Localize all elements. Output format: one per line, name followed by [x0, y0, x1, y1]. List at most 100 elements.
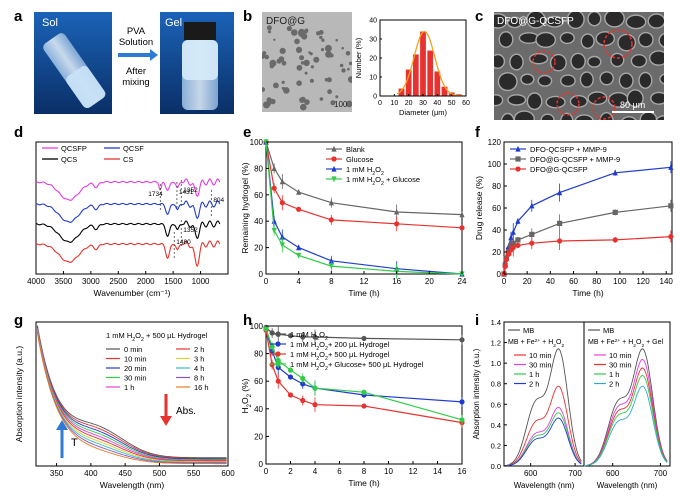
y-tick-label: 1.2 — [491, 339, 501, 348]
data-point — [296, 244, 302, 251]
data-point — [279, 200, 285, 206]
pore — [570, 52, 586, 70]
legend-marker — [331, 165, 337, 172]
t-arrow-head — [56, 420, 68, 430]
data-point — [269, 344, 275, 350]
data-point — [668, 203, 674, 209]
legend-title: MB + Fe2+ + H2O2 + Gel — [588, 338, 664, 349]
x-axis-label: Time (h) — [348, 288, 379, 298]
ftir-frame — [35, 141, 229, 275]
sem-scale-label: 80 μm — [620, 100, 645, 110]
data-point — [515, 242, 521, 248]
data-point — [510, 245, 516, 251]
x-axis-label: Time (h) — [348, 478, 379, 488]
annotation-label: 1352 — [183, 227, 198, 234]
microsphere — [262, 87, 266, 92]
panel-letter-f: f — [475, 124, 480, 141]
data-point — [271, 165, 277, 171]
data-point — [271, 218, 277, 224]
pore — [574, 114, 594, 120]
plot-frame — [35, 321, 229, 467]
y-axis-label: Number (%) — [354, 37, 363, 78]
microsphere — [349, 79, 352, 83]
x-tick-label: 0 — [264, 467, 269, 476]
microsphere — [273, 38, 276, 41]
x-tick-label: 140 — [660, 277, 674, 286]
pore — [494, 53, 506, 69]
y-axis-label: Remaining hydrogel (%) — [240, 162, 250, 253]
data-point — [394, 221, 400, 227]
pore — [545, 15, 565, 28]
micrograph-label: DFO@G — [266, 16, 305, 27]
microsphere — [270, 98, 276, 105]
pore — [509, 53, 524, 71]
data-point — [300, 381, 306, 387]
x-tick-label: 50 — [448, 100, 456, 107]
arrow-bottom-label-2: mixing — [122, 77, 149, 88]
pore — [579, 71, 594, 88]
panel-a-photo: Sol Gel PVA Solution After mixing — [34, 12, 234, 114]
pore — [526, 12, 546, 29]
x-tick-label: 40 — [546, 277, 555, 286]
legend-label: 10 min — [124, 355, 147, 364]
x-axis-label: Wavenumber (cm⁻¹) — [94, 288, 171, 298]
y-tick-label: 20 — [369, 56, 377, 63]
pore — [604, 12, 625, 28]
data-point — [459, 271, 465, 278]
y-tick-label: 80 — [254, 350, 263, 359]
pore — [626, 89, 644, 108]
microsphere — [281, 60, 287, 66]
spectrum-line — [36, 328, 227, 461]
pore — [526, 92, 543, 111]
pore — [599, 71, 614, 86]
x-tick-label: 100 — [613, 277, 627, 286]
sem-image-label: DFO@G-QCSFP — [497, 16, 574, 27]
panel-letter-b: b — [243, 8, 253, 25]
annotation-label: 804 — [213, 197, 224, 204]
y-tick-label: 100 — [250, 322, 264, 331]
data-point — [612, 169, 618, 176]
y-tick-label: 0.4 — [491, 421, 501, 430]
data-point — [271, 185, 277, 191]
spectrum-line — [36, 326, 227, 460]
x-tick-label: 1000 — [192, 277, 210, 286]
y-tick-label: 60 — [492, 204, 501, 213]
data-point — [612, 209, 618, 215]
abs-label: Abs. — [176, 406, 196, 417]
pore — [595, 31, 615, 47]
microsphere — [341, 46, 344, 50]
process-arrow-head — [150, 49, 158, 61]
microsphere — [319, 35, 323, 40]
legend-label: Blank — [346, 145, 365, 154]
legend-marker — [275, 331, 281, 337]
pore — [625, 14, 647, 30]
series-line — [503, 236, 671, 275]
microsphere — [319, 97, 324, 101]
data-point — [459, 225, 465, 231]
x-tick-label: 20 — [405, 100, 413, 107]
x-tick-label: 60 — [569, 277, 578, 286]
x-axis-label: Time (h) — [572, 288, 603, 298]
pore — [637, 31, 654, 48]
x-axis-label: Wavelength (nm) — [597, 481, 658, 490]
pore — [506, 16, 523, 29]
x-axis-label: Wavelength (nm) — [100, 480, 165, 490]
microsphere — [348, 61, 352, 66]
y-tick-label: 20 — [254, 244, 263, 253]
legend-label: 0 min — [124, 345, 142, 354]
y-tick-label: 20 — [254, 432, 263, 441]
y-tick-label: 40 — [492, 226, 501, 235]
legend-marker — [331, 145, 337, 152]
arrow-top-label-1: PVA — [127, 26, 146, 37]
panel-letter-c: c — [475, 8, 484, 25]
microsphere — [299, 97, 305, 103]
pore — [630, 54, 648, 68]
legend-label: 4 h — [194, 364, 204, 373]
data-point — [361, 389, 367, 395]
sol-vial — [43, 33, 106, 109]
data-point — [296, 206, 302, 212]
x-tick-label: 8 — [362, 467, 367, 476]
pore — [650, 91, 664, 105]
ftir-spectrum-line — [35, 178, 221, 201]
